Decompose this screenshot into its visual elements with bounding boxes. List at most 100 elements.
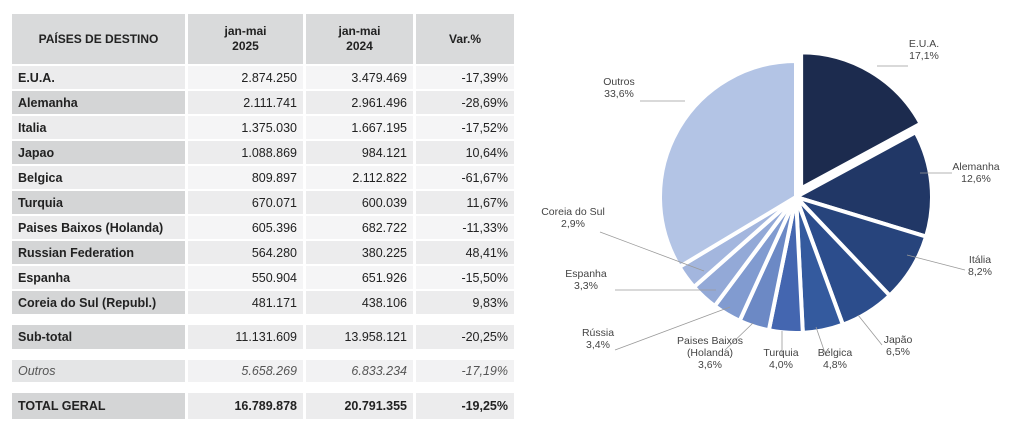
pie-slice <box>658 58 798 270</box>
cell-var: 48,41% <box>416 239 514 264</box>
table-row: Espanha 550.904 651.926 -15,50% <box>12 264 514 289</box>
row-spacer <box>12 349 514 358</box>
subtotal-row: Sub-total 11.131.609 13.958.121 -20,25% <box>12 323 514 349</box>
slice-label: Alemanha 12,6% <box>952 161 999 185</box>
table-row: Belgica 809.897 2.112.822 -61,67% <box>12 164 514 189</box>
row-spacer <box>12 382 514 391</box>
cell-country: Japao <box>12 139 188 164</box>
header-var: Var.% <box>416 14 514 64</box>
cell-2024: 438.106 <box>306 289 416 314</box>
slice-label: Espanha 3,3% <box>565 268 607 292</box>
spacer-cell <box>416 349 514 358</box>
cell-var: -17,39% <box>416 64 514 89</box>
table-body: E.U.A. 2.874.250 3.479.469 -17,39% Alemanha 2… <box>12 64 514 419</box>
table-row: Japao 1.088.869 984.121 10,64% <box>12 139 514 164</box>
destination-table-container: PAÍSES DE DESTINO jan-mai 2025 jan-mai 2… <box>12 14 514 419</box>
cell-2025: 564.280 <box>188 239 306 264</box>
spacer-cell <box>306 314 416 323</box>
cell-2024: 1.667.195 <box>306 114 416 139</box>
table-row: Paises Baixos (Holanda) 605.396 682.722 -11… <box>12 214 514 239</box>
leader-line <box>857 314 883 346</box>
cell-country: Espanha <box>12 264 188 289</box>
slice-label: Outros 33,6% <box>603 76 635 100</box>
cell-var: -20,25% <box>416 323 514 349</box>
cell-2025: 1.375.030 <box>188 114 306 139</box>
table-row: Turquia 670.071 600.039 11,67% <box>12 189 514 214</box>
cell-2025: 809.897 <box>188 164 306 189</box>
cell-country: Coreia do Sul (Republ.) <box>12 289 188 314</box>
destination-table: PAÍSES DE DESTINO jan-mai 2025 jan-mai 2… <box>12 14 514 419</box>
cell-2024: 3.479.469 <box>306 64 416 89</box>
cell-var: -15,50% <box>416 264 514 289</box>
pie-chart: E.U.A. 17,1% Alemanha 12,6% Itália 8,2% Japão 6… <box>541 38 1000 371</box>
slice-label: Japão 6,5% <box>884 334 913 358</box>
cell-country: Outros <box>12 358 188 382</box>
spacer-cell <box>306 382 416 391</box>
leader-line <box>614 306 731 351</box>
cell-2025: 1.088.869 <box>188 139 306 164</box>
slice-label: Itália 8,2% <box>968 254 992 278</box>
spacer-cell <box>416 314 514 323</box>
pie-slice <box>790 129 934 240</box>
leader-line <box>724 322 754 351</box>
slice-label: Rússia 3,4% <box>582 327 614 351</box>
table-row: Alemanha 2.111.741 2.961.496 -28,69% <box>12 89 514 114</box>
cell-country: Russian Federation <box>12 239 188 264</box>
outros-row: Outros 5.658.269 6.833.234 -17,19% <box>12 358 514 382</box>
header-2024: jan-mai 2024 <box>306 14 416 64</box>
cell-2024: 984.121 <box>306 139 416 164</box>
spacer-cell <box>12 314 188 323</box>
cell-var: -17,52% <box>416 114 514 139</box>
cell-2024: 20.791.355 <box>306 391 416 419</box>
spacer-cell <box>188 382 306 391</box>
cell-2024: 13.958.121 <box>306 323 416 349</box>
cell-2025: 11.131.609 <box>188 323 306 349</box>
cell-2024: 600.039 <box>306 189 416 214</box>
cell-var: 9,83% <box>416 289 514 314</box>
cell-var: -19,25% <box>416 391 514 419</box>
spacer-cell <box>306 349 416 358</box>
cell-2025: 2.874.250 <box>188 64 306 89</box>
cell-2024: 682.722 <box>306 214 416 239</box>
cell-var: 11,67% <box>416 189 514 214</box>
cell-var: -28,69% <box>416 89 514 114</box>
cell-2024: 2.961.496 <box>306 89 416 114</box>
cell-country: Italia <box>12 114 188 139</box>
cell-2025: 550.904 <box>188 264 306 289</box>
spacer-cell <box>188 314 306 323</box>
cell-country: Sub-total <box>12 323 188 349</box>
cell-2024: 651.926 <box>306 264 416 289</box>
spacer-cell <box>188 349 306 358</box>
table-row: Russian Federation 564.280 380.225 48,41% <box>12 239 514 264</box>
cell-2024: 2.112.822 <box>306 164 416 189</box>
slice-label: E.U.A. 17,1% <box>909 38 939 62</box>
cell-var: -11,33% <box>416 214 514 239</box>
header-2025: jan-mai 2025 <box>188 14 306 64</box>
header-country: PAÍSES DE DESTINO <box>12 14 188 64</box>
cell-2025: 5.658.269 <box>188 358 306 382</box>
cell-2024: 380.225 <box>306 239 416 264</box>
cell-country: Turquia <box>12 189 188 214</box>
cell-country: TOTAL GERAL <box>12 391 188 419</box>
spacer-cell <box>416 382 514 391</box>
leader-line <box>815 326 827 357</box>
leader-line <box>599 231 705 272</box>
slice-label: Coreia do Sul 2,9% <box>541 206 605 230</box>
table-header-row: PAÍSES DE DESTINO jan-mai 2025 jan-mai 2… <box>12 14 514 64</box>
row-spacer <box>12 314 514 323</box>
cell-country: Belgica <box>12 164 188 189</box>
slice-label: Turquia 4,0% <box>763 347 798 371</box>
table-row: E.U.A. 2.874.250 3.479.469 -17,39% <box>12 64 514 89</box>
leader-line <box>906 254 966 271</box>
cell-2025: 605.396 <box>188 214 306 239</box>
pie-slice <box>799 50 924 192</box>
slice-label: Bélgica 4,8% <box>818 347 853 371</box>
cell-2025: 670.071 <box>188 189 306 214</box>
cell-country: Paises Baixos (Holanda) <box>12 214 188 239</box>
cell-var: -61,67% <box>416 164 514 189</box>
cell-2024: 6.833.234 <box>306 358 416 382</box>
table-row: Coreia do Sul (Republ.) 481.171 438.106 9,8… <box>12 289 514 314</box>
cell-country: E.U.A. <box>12 64 188 89</box>
cell-2025: 2.111.741 <box>188 89 306 114</box>
total-row: TOTAL GERAL 16.789.878 20.791.355 -19,25% <box>12 391 514 419</box>
